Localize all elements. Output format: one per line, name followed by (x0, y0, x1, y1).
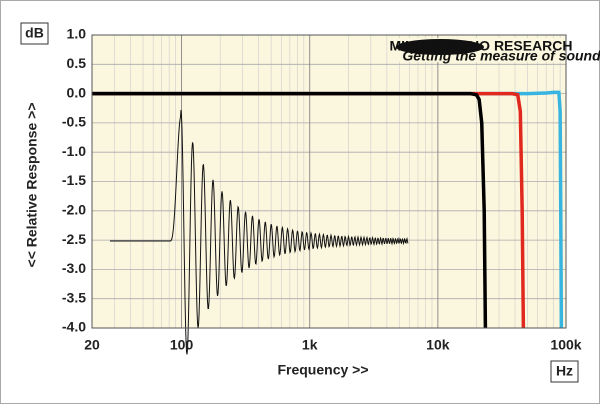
y-tick-label: -3.5 (62, 289, 86, 305)
x-tick-label: 100k (550, 337, 581, 353)
x-tick-label: 10k (426, 337, 450, 353)
y-tick-label: 0.5 (67, 55, 87, 71)
x-tick-label: 100 (170, 337, 194, 353)
y-tick-label: -4.0 (62, 319, 86, 335)
unit-box (20, 22, 49, 45)
x-tick-label: 1k (302, 337, 318, 353)
x-unit: Hz (556, 363, 573, 379)
y-axis-label: << Relative Response >> (24, 103, 40, 268)
impulse-inset (110, 109, 409, 355)
logo-ellipse (396, 39, 484, 55)
y-tick-label: -1.0 (62, 143, 86, 159)
y-tick-label: -2.0 (62, 202, 86, 218)
y-tick-label: -3.0 (62, 260, 86, 276)
x-axis-label: Frequency >> (277, 362, 368, 378)
y-tick-label: 1.0 (67, 26, 87, 42)
y-unit: dB (25, 25, 44, 41)
logo-text: MILLER AUDIO RESEARCH (389, 38, 572, 54)
plot-border (91, 34, 567, 329)
y-tick-label: -0.5 (62, 114, 86, 130)
y-tick-label: 0.0 (67, 84, 87, 100)
unit-box (550, 360, 579, 383)
y-tick-label: -1.5 (62, 172, 86, 188)
response-line (92, 91, 488, 329)
y-tick-label: -2.5 (62, 231, 86, 247)
logo-tagline: Getting the measure of sound quality (402, 48, 600, 64)
x-tick-label: 20 (84, 337, 100, 353)
